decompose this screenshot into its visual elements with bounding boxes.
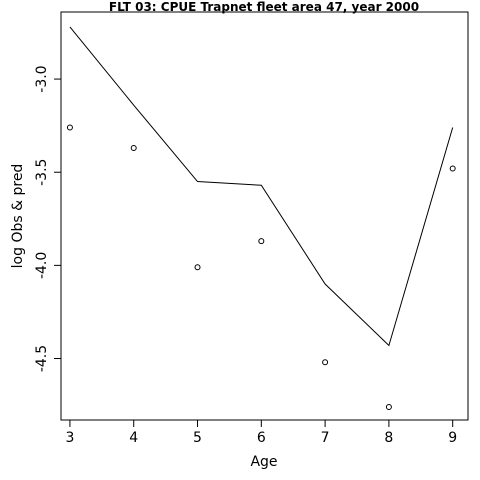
observed-point (258, 238, 265, 245)
x-tick-label: 6 (257, 430, 266, 446)
observed-point (449, 165, 456, 172)
x-tick-label: 5 (193, 430, 202, 446)
plot-frame (60, 11, 469, 421)
x-tick-label: 7 (321, 430, 330, 446)
predicted-line (69, 26, 454, 347)
y-tick-label: -4.0 (34, 252, 50, 279)
observed-point (130, 145, 137, 151)
observed-point (385, 403, 392, 410)
observed-point (194, 264, 201, 271)
x-tick-label: 8 (384, 430, 393, 446)
series-layer (66, 26, 456, 410)
x-axis-label: Age (250, 454, 277, 470)
observed-point (66, 124, 73, 131)
y-tick-label: -3.0 (34, 65, 50, 92)
y-tick-label: -3.5 (34, 159, 50, 186)
observed-point (322, 359, 329, 366)
chart-title: FLT 03: CPUE Trapnet fleet area 47, year… (109, 0, 419, 14)
x-tick-label: 3 (65, 430, 74, 446)
x-tick-label: 4 (129, 430, 138, 446)
y-axis-label: log Obs & pred (10, 164, 26, 269)
x-tick-label: 9 (448, 430, 457, 446)
y-tick-label: -4.5 (34, 345, 50, 372)
y-axis: -3.0 -3.5 -4.0 -4.5 (34, 65, 62, 372)
x-axis: 3 4 5 6 7 8 9 (65, 419, 457, 446)
